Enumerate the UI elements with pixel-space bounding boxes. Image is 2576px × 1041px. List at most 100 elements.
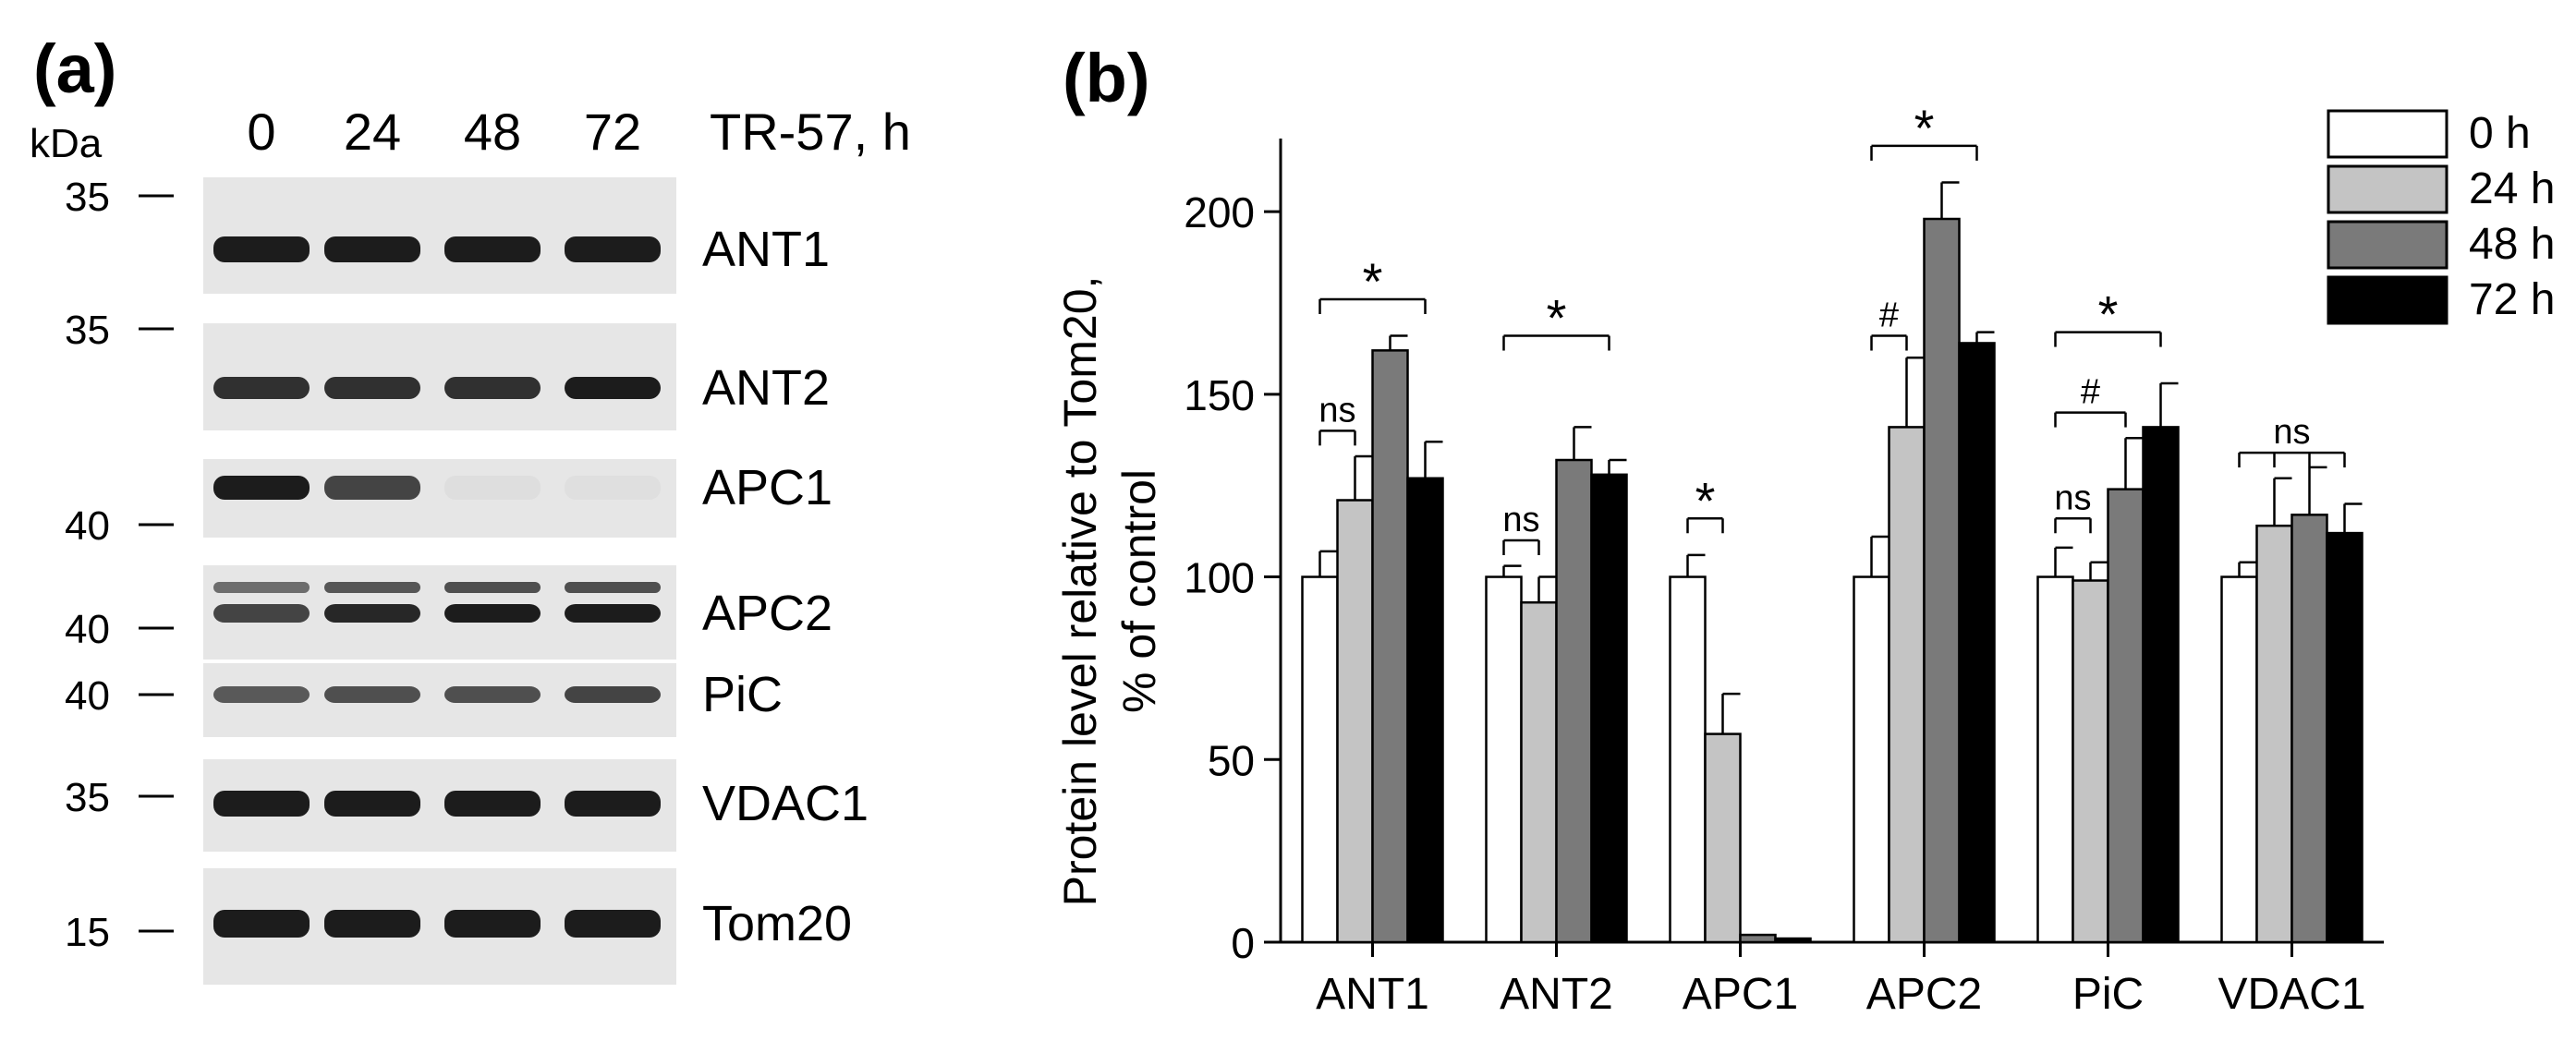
y-tick-label-100: 100 — [1184, 554, 1255, 602]
marker-kda-pic: 40 — [65, 673, 110, 719]
blot-band-upper-apc2-2 — [444, 582, 541, 593]
x-tick-label-pic: PiC — [2072, 970, 2144, 1019]
annotation-text: * — [2098, 285, 2119, 344]
blot-rows: ANT1 35 ANT2 35 APC1 40 APC2 40 PiC 40 VDAC1 35 Tom2… — [65, 175, 869, 985]
blot-band-ant1-3 — [565, 236, 661, 262]
blot-band-upper-apc2-0 — [213, 582, 310, 593]
lane-label-24: 24 — [344, 103, 401, 161]
blot-band-apc1-3 — [565, 476, 661, 500]
annotation-ant2-3: ns — [1502, 501, 1540, 555]
blot-band-pic-3 — [565, 686, 661, 703]
annotation-apc2-6: # — [1870, 297, 1908, 351]
blot-band-ant2-1 — [324, 377, 420, 399]
bar-vdac1-0h — [2220, 575, 2258, 944]
blot-band-tom20-0 — [213, 910, 310, 938]
x-axis: ANT1 ANT2 APC1 APC2 PiC VDAC1 — [1281, 940, 2384, 1019]
blot-row-apc1: APC1 40 — [65, 459, 832, 549]
significance-annotations: * ns * ns * * # * # ns ns — [1318, 99, 2346, 555]
bars — [1301, 181, 2363, 944]
bar-apc2-48h — [1923, 217, 1961, 944]
bar-ant2-24h — [1520, 600, 1558, 944]
bar-pic-24h — [2072, 579, 2109, 944]
annotation-apc2-5: * — [1870, 99, 1978, 161]
annotation-text: * — [1547, 289, 1567, 347]
blot-band-apc1-0 — [213, 476, 310, 500]
annotation-text: ns — [1318, 391, 1355, 430]
y-tick-label-150: 150 — [1184, 371, 1255, 419]
legend: 0 h 24 h 48 h 72 h — [2327, 109, 2555, 325]
bar-ant1-24h — [1336, 499, 1374, 944]
blot-strip-ant1 — [203, 177, 676, 294]
annotation-apc1-4: * — [1686, 471, 1724, 534]
annotation-text: ns — [1502, 501, 1539, 539]
legend-swatch-48h — [2327, 220, 2448, 270]
bar-vdac1-48h — [2290, 514, 2328, 944]
y-axis: 0 50 100 150 200 — [1184, 139, 1282, 967]
blot-band-ant2-0 — [213, 377, 310, 399]
panel-a-label: (a) — [33, 30, 116, 107]
annotation-text: # — [2081, 373, 2100, 412]
legend-label-48h: 48 h — [2469, 220, 2555, 269]
blot-band-apc2-2 — [444, 604, 541, 623]
bar-pic-48h — [2107, 488, 2145, 944]
annotation-text: ns — [2054, 478, 2091, 517]
bar-apc1-0h — [1669, 575, 1707, 944]
bar-vdac1-24h — [2255, 524, 2293, 944]
panel-b-bar-chart: (b) Protein level relative to Tom20, % o… — [1054, 40, 2555, 1019]
protein-label-ant1: ANT1 — [702, 222, 830, 277]
blot-band-vdac1-3 — [565, 791, 661, 817]
annotation-pic-8: # — [2054, 373, 2127, 428]
annotation-text: * — [1695, 471, 1716, 529]
x-tick-label-ant2: ANT2 — [1500, 970, 1613, 1019]
blot-row-ant1: ANT1 35 — [65, 175, 830, 294]
y-tick-label-200: 200 — [1184, 188, 1255, 236]
blot-band-apc2-1 — [324, 604, 420, 623]
bar-ant1-72h — [1406, 477, 1444, 944]
y-axis-title-line2: % of control — [1113, 469, 1165, 713]
bar-apc1-48h — [1739, 933, 1777, 944]
legend-label-24h: 24 h — [2469, 164, 2555, 213]
blot-band-ant1-2 — [444, 236, 541, 262]
x-tick-label-vdac1: VDAC1 — [2218, 970, 2365, 1019]
legend-swatch-72h — [2327, 275, 2448, 325]
annotation-text: * — [1363, 252, 1383, 310]
bar-apc1-24h — [1704, 732, 1742, 944]
bar-ant2-72h — [1590, 473, 1628, 944]
annotation-vdac1-10: ns — [2238, 413, 2346, 468]
blot-band-apc2-0 — [213, 604, 310, 623]
blot-band-ant2-2 — [444, 377, 541, 399]
y-axis-title-line1: Protein level relative to Tom20, — [1054, 276, 1106, 907]
annotation-ant2-2: * — [1502, 289, 1610, 351]
blot-band-apc2-3 — [565, 604, 661, 623]
bar-ant1-0h — [1301, 575, 1339, 944]
condition-label: TR-57, h — [710, 103, 911, 161]
blot-band-vdac1-2 — [444, 791, 541, 817]
lane-label-0: 0 — [247, 103, 275, 161]
blot-row-pic: PiC 40 — [65, 663, 783, 737]
blot-band-tom20-2 — [444, 910, 541, 938]
x-tick-label-apc2: APC2 — [1866, 970, 1982, 1019]
legend-swatch-0h — [2327, 109, 2448, 159]
protein-label-apc2: APC2 — [702, 586, 832, 641]
y-tick-label-0: 0 — [1231, 919, 1255, 967]
bar-pic-72h — [2142, 426, 2180, 944]
annotation-ant1-1: ns — [1318, 391, 1356, 446]
bar-apc2-72h — [1958, 342, 1996, 944]
bar-apc2-24h — [1888, 426, 1926, 944]
blot-band-ant1-0 — [213, 236, 310, 262]
bar-apc2-0h — [1853, 575, 1890, 944]
protein-label-ant2: ANT2 — [702, 360, 830, 416]
blot-row-vdac1: VDAC1 35 — [65, 759, 869, 852]
blot-row-ant2: ANT2 35 — [65, 308, 830, 430]
bar-ant2-0h — [1485, 575, 1523, 944]
bar-ant2-48h — [1555, 458, 1593, 944]
legend-label-72h: 72 h — [2469, 275, 2555, 324]
bar-vdac1-72h — [2326, 531, 2363, 944]
lane-labels: 0 24 48 72 — [247, 103, 641, 161]
marker-kda-ant2: 35 — [65, 308, 110, 353]
legend-label-0h: 0 h — [2469, 109, 2531, 158]
x-tick-label-ant1: ANT1 — [1316, 970, 1429, 1019]
blot-band-vdac1-0 — [213, 791, 310, 817]
bar-ant1-48h — [1371, 349, 1409, 944]
